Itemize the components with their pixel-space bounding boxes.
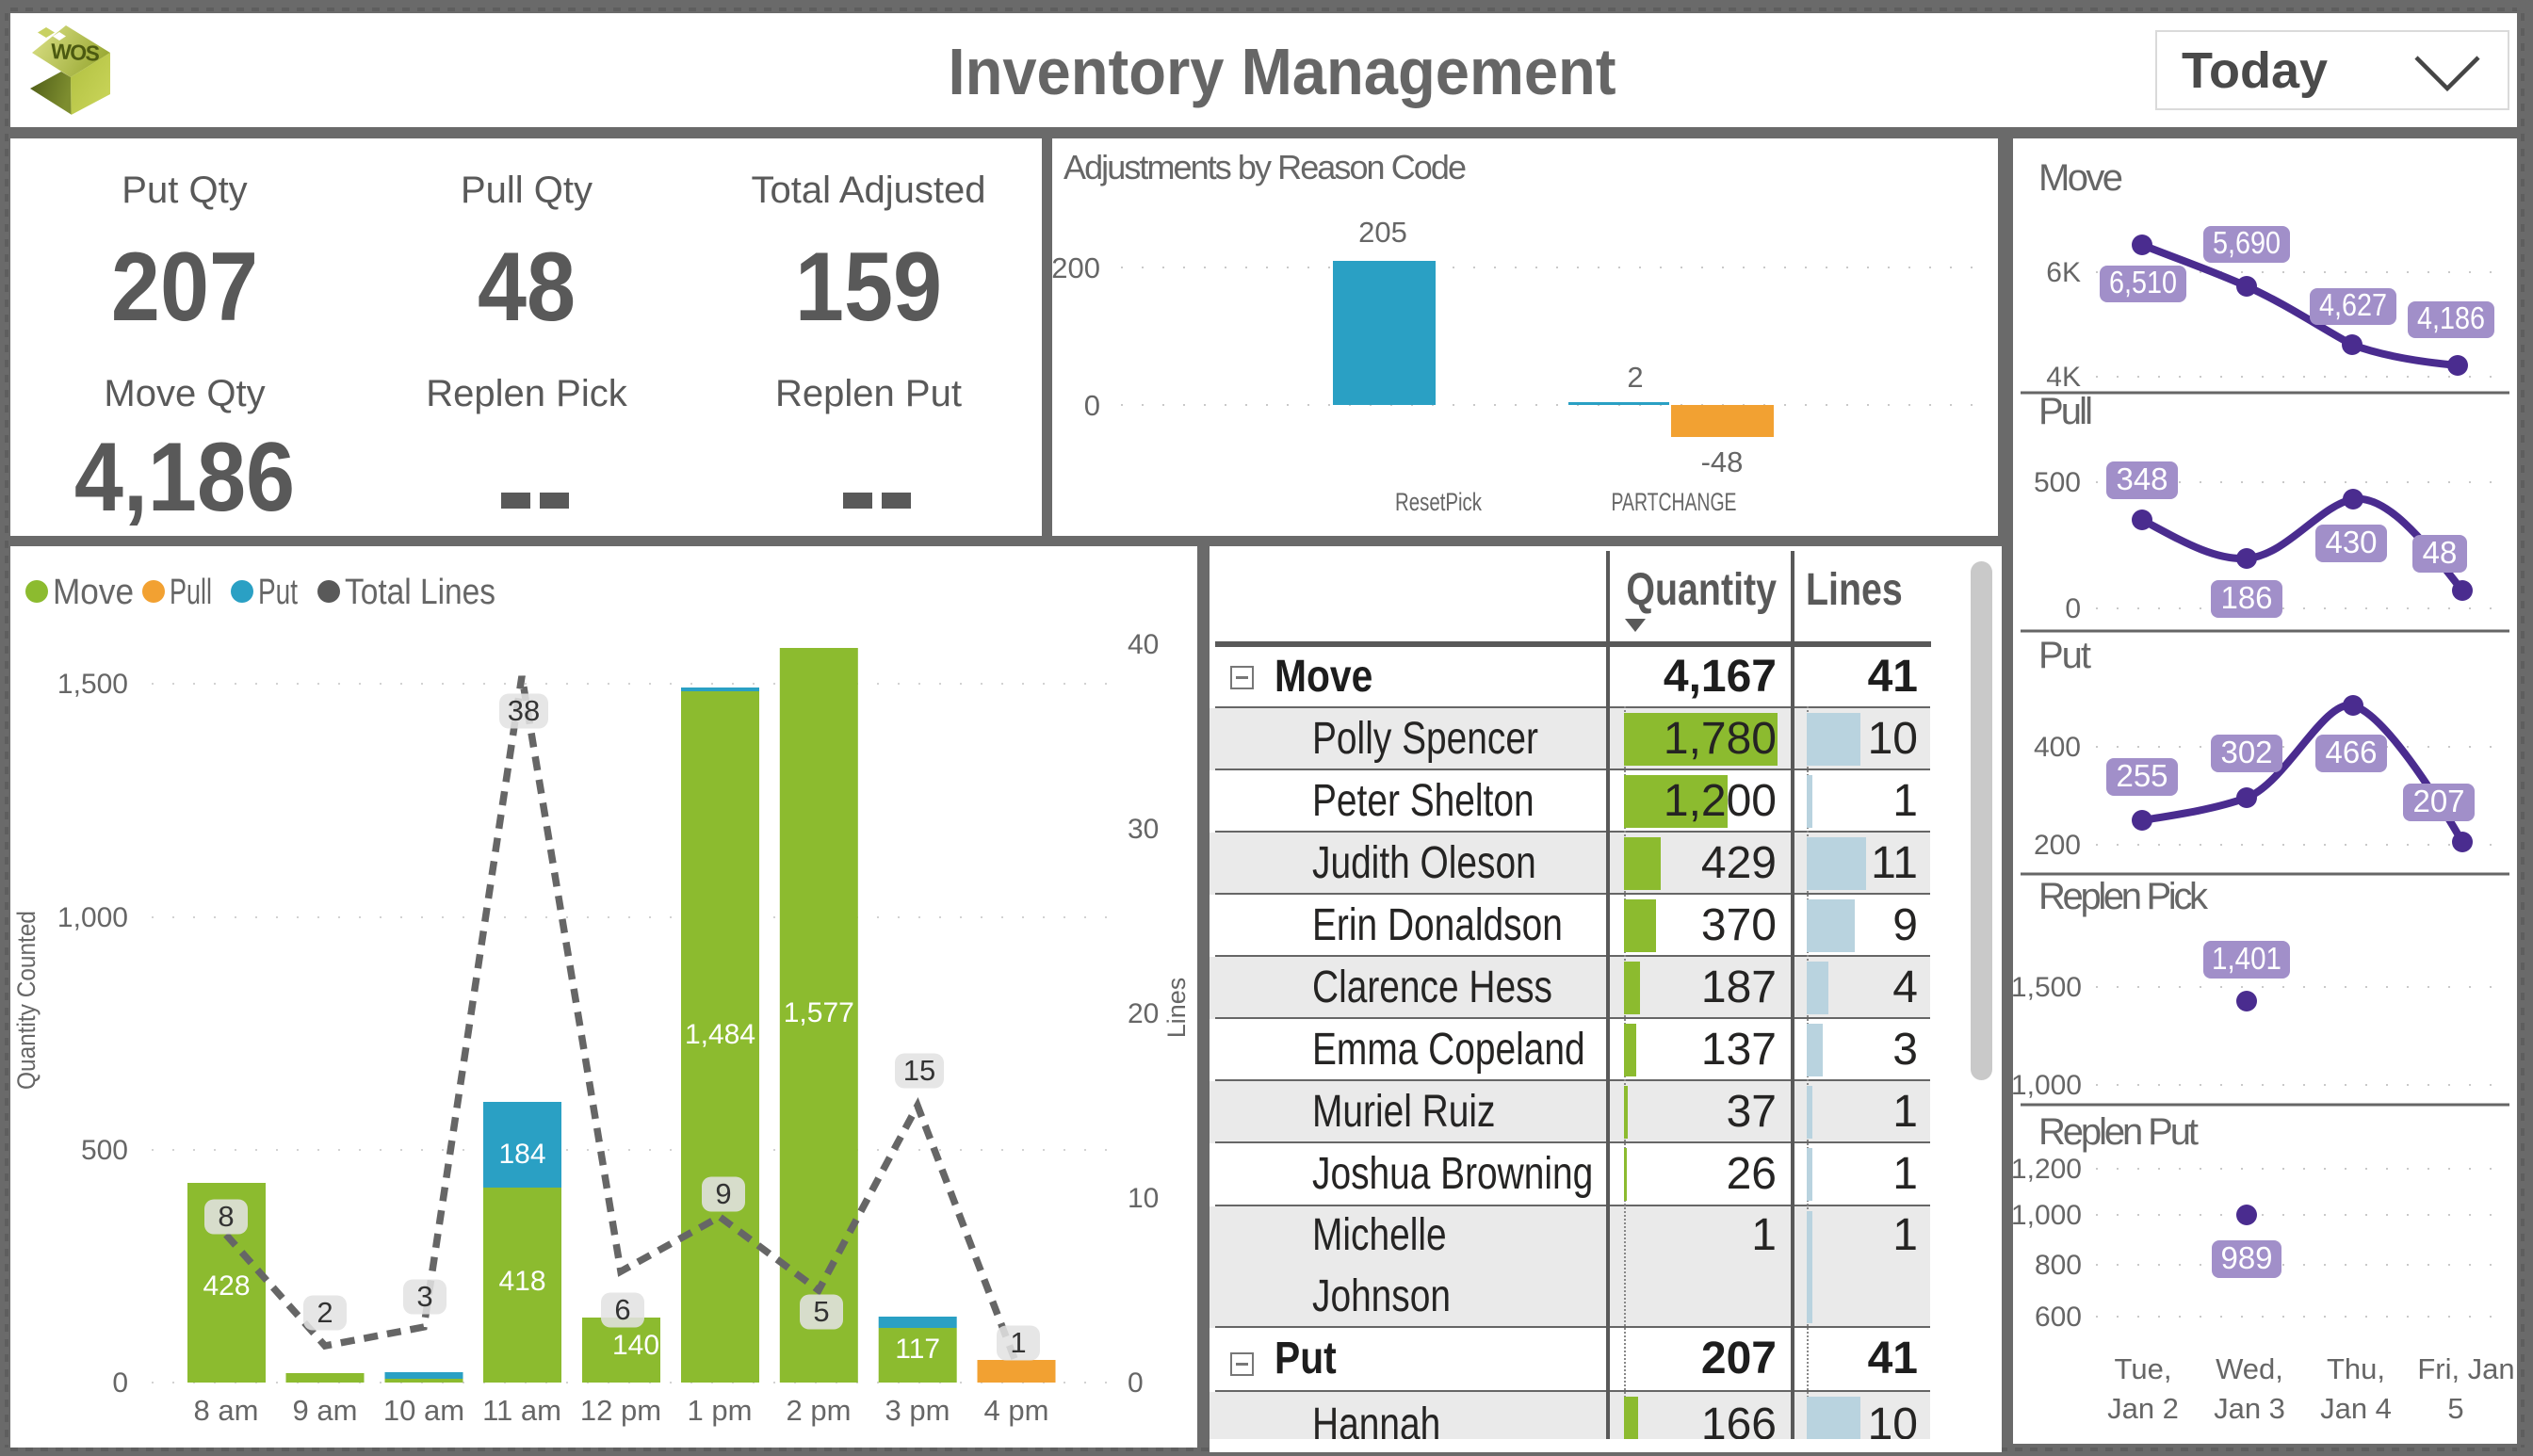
svg-text:Put: Put	[258, 573, 298, 612]
svg-text:-48: -48	[1701, 445, 1744, 478]
svg-text:205: 205	[1358, 216, 1407, 249]
svg-text:6: 6	[614, 1293, 630, 1326]
svg-text:1,500: 1,500	[57, 669, 128, 700]
svg-text:5: 5	[2447, 1392, 2463, 1425]
svg-text:30: 30	[1128, 814, 1159, 845]
svg-text:Wed,: Wed,	[2216, 1352, 2283, 1385]
svg-text:186: 186	[2220, 580, 2272, 615]
svg-text:Jan 3: Jan 3	[2214, 1392, 2285, 1425]
svg-text:3 pm: 3 pm	[885, 1394, 950, 1427]
svg-text:Thu,: Thu,	[2327, 1352, 2385, 1385]
svg-text:430: 430	[2325, 525, 2377, 559]
svg-text:184: 184	[498, 1139, 545, 1170]
svg-text:10 am: 10 am	[383, 1394, 464, 1427]
svg-text:Pull: Pull	[170, 573, 212, 612]
svg-text:5: 5	[813, 1295, 829, 1328]
svg-text:428: 428	[203, 1270, 250, 1302]
svg-text:Move: Move	[53, 573, 134, 612]
svg-text:5,690: 5,690	[2213, 225, 2281, 260]
svg-text:Jan 2: Jan 2	[2107, 1392, 2179, 1425]
svg-text:1,401: 1,401	[2212, 941, 2281, 976]
svg-text:Lines: Lines	[1162, 978, 1191, 1039]
svg-text:PARTCHANGE: PARTCHANGE	[1612, 488, 1737, 516]
svg-text:4K: 4K	[2046, 362, 2081, 393]
svg-text:200: 200	[1052, 251, 1100, 284]
svg-text:4,186: 4,186	[2417, 300, 2485, 335]
svg-text:9 am: 9 am	[293, 1394, 358, 1427]
svg-text:Total Lines: Total Lines	[345, 573, 495, 612]
svg-text:466: 466	[2325, 735, 2377, 769]
svg-text:989: 989	[2220, 1240, 2272, 1275]
svg-text:8: 8	[218, 1200, 234, 1233]
svg-text:600: 600	[2035, 1302, 2082, 1333]
svg-text:Move: Move	[2038, 157, 2123, 199]
svg-text:Fri, Jan: Fri, Jan	[2417, 1352, 2514, 1385]
svg-text:117: 117	[895, 1334, 940, 1365]
svg-text:1 pm: 1 pm	[688, 1394, 753, 1427]
svg-text:1,000: 1,000	[2013, 1070, 2082, 1101]
svg-text:12 pm: 12 pm	[580, 1394, 661, 1427]
svg-text:15: 15	[903, 1054, 935, 1087]
svg-text:418: 418	[498, 1266, 545, 1297]
svg-text:10: 10	[1128, 1183, 1159, 1214]
svg-text:1,500: 1,500	[2013, 972, 2082, 1003]
svg-text:0: 0	[1128, 1367, 1144, 1399]
svg-text:1,577: 1,577	[784, 997, 854, 1028]
svg-text:0: 0	[1084, 389, 1100, 422]
svg-text:500: 500	[2034, 467, 2081, 498]
svg-text:Put: Put	[2038, 635, 2091, 676]
svg-text:6,510: 6,510	[2109, 265, 2177, 299]
svg-text:1,200: 1,200	[2013, 1154, 2082, 1185]
svg-text:140: 140	[612, 1330, 659, 1361]
svg-text:6K: 6K	[2046, 257, 2081, 288]
svg-text:Replen Put: Replen Put	[2038, 1111, 2199, 1153]
svg-text:302: 302	[2220, 735, 2272, 769]
svg-text:4 pm: 4 pm	[984, 1394, 1049, 1427]
svg-text:3: 3	[416, 1280, 432, 1313]
svg-text:Quantity Counted: Quantity Counted	[12, 911, 41, 1090]
svg-text:40: 40	[1128, 629, 1159, 660]
svg-text:255: 255	[2116, 758, 2168, 793]
svg-text:20: 20	[1128, 998, 1159, 1029]
svg-text:ResetPick: ResetPick	[1395, 488, 1482, 516]
svg-text:400: 400	[2034, 732, 2081, 763]
svg-text:1: 1	[1010, 1326, 1026, 1359]
svg-text:48: 48	[2423, 535, 2458, 570]
svg-text:4,627: 4,627	[2319, 287, 2387, 322]
svg-text:207: 207	[2412, 784, 2464, 818]
svg-text:1,484: 1,484	[685, 1019, 755, 1050]
svg-text:2: 2	[317, 1296, 333, 1329]
svg-text:500: 500	[81, 1135, 128, 1166]
svg-text:WOS: WOS	[50, 39, 100, 66]
svg-text:1,000: 1,000	[2013, 1200, 2082, 1231]
svg-text:9: 9	[715, 1177, 731, 1210]
svg-text:1,000: 1,000	[57, 902, 128, 933]
svg-text:348: 348	[2116, 461, 2168, 496]
svg-text:Tue,: Tue,	[2115, 1352, 2172, 1385]
svg-text:2: 2	[1627, 361, 1643, 394]
svg-text:Adjustments by Reason Code: Adjustments by Reason Code	[1064, 148, 1467, 186]
svg-text:8 am: 8 am	[194, 1394, 259, 1427]
svg-text:2 pm: 2 pm	[787, 1394, 852, 1427]
svg-text:11 am: 11 am	[482, 1394, 561, 1427]
svg-text:800: 800	[2035, 1250, 2082, 1281]
svg-text:Jan 4: Jan 4	[2320, 1392, 2392, 1425]
svg-text:200: 200	[2034, 830, 2081, 861]
svg-text:Pull: Pull	[2038, 391, 2093, 432]
svg-text:0: 0	[112, 1367, 128, 1399]
svg-text:Replen Pick: Replen Pick	[2038, 876, 2209, 917]
svg-text:0: 0	[2065, 593, 2081, 624]
svg-text:38: 38	[508, 694, 540, 727]
